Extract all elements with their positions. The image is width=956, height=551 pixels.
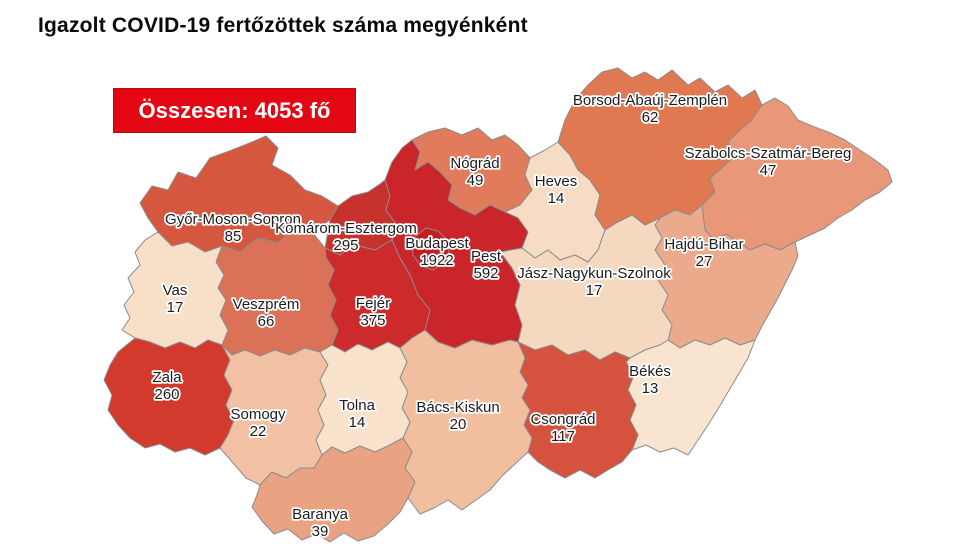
county-name-label: Borsod-Abaúj-Zemplén: [573, 92, 727, 109]
county-name-label: Heves: [535, 173, 578, 190]
county-name-label: Baranya: [292, 506, 349, 523]
county-name-label: Veszprém: [233, 296, 300, 313]
county-value-label: 85: [225, 228, 242, 245]
county-value-label: 13: [642, 380, 659, 397]
county-value-label: 66: [258, 313, 275, 330]
county-name-label: Tolna: [339, 397, 376, 414]
county-name-label: Budapest: [405, 235, 469, 252]
county-name-label: Komárom-Esztergom: [275, 220, 417, 237]
county-shape-budapest: [411, 227, 450, 271]
county-name-label: Jász-Nagykun-Szolnok: [517, 265, 671, 282]
county-value-label: 117: [551, 428, 575, 445]
county-value-label: 62: [642, 109, 659, 126]
county-value-label: 17: [586, 282, 603, 299]
county-value-label: 1922: [420, 252, 453, 269]
county-name-label: Békés: [629, 363, 671, 380]
county-name-label: Nógrád: [450, 155, 499, 172]
county-value-label: 14: [548, 190, 565, 207]
county-shapes: [103, 67, 893, 543]
county-name-label: Csongrád: [530, 411, 595, 428]
county-value-label: 22: [250, 423, 267, 440]
county-shape-baranya: [251, 437, 416, 543]
county-value-label: 260: [154, 386, 179, 403]
county-value-label: 49: [467, 172, 484, 189]
total-cases-badge: Összesen: 4053 fő: [113, 88, 356, 133]
county-name-label: Bács-Kiskun: [416, 399, 499, 416]
county-name-label: Győr-Moson-Sopron: [165, 211, 301, 228]
county-value-label: 47: [760, 162, 777, 179]
county-name-label: Zala: [152, 369, 182, 386]
county-value-label: 27: [696, 253, 713, 270]
county-value-label: 17: [167, 299, 184, 316]
county-name-label: Szabolcs-Szatmár-Bereg: [685, 145, 852, 162]
county-name-label: Hajdú-Bihar: [664, 236, 743, 253]
county-name-label: Vas: [163, 282, 188, 299]
county-value-label: 20: [450, 416, 467, 433]
page-title: Igazolt COVID-19 fertőzöttek száma megyé…: [38, 14, 528, 37]
county-value-label: 39: [312, 523, 329, 540]
county-value-label: 295: [333, 237, 358, 254]
county-name-label: Pest: [471, 248, 502, 265]
county-value-label: 14: [349, 414, 366, 431]
county-name-label: Somogy: [230, 406, 286, 423]
county-shape-csongrad: [517, 341, 639, 479]
county-shape-szabolcs-szatmar-bereg: [701, 97, 893, 251]
county-value-label: 592: [473, 265, 498, 282]
county-value-label: 375: [360, 312, 385, 329]
county-name-label: Fejér: [356, 295, 390, 312]
